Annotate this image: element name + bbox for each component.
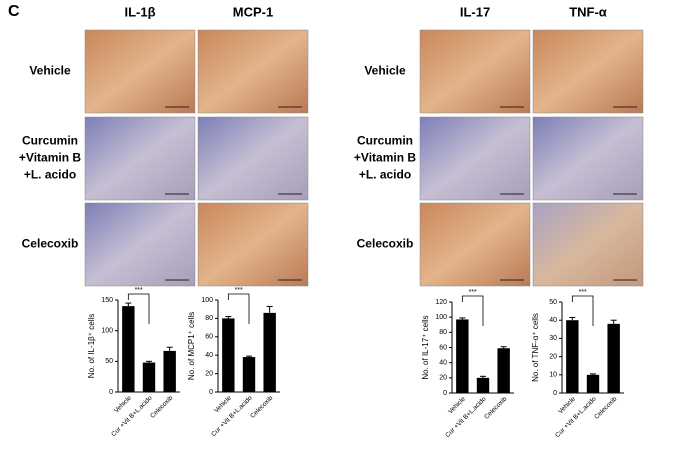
significance-bracket [127, 293, 150, 324]
y-tick-label: 40 [205, 352, 213, 359]
y-tick-label: 100 [435, 314, 447, 321]
histology-image [419, 202, 531, 287]
bar [263, 312, 276, 392]
histology-image [197, 29, 309, 114]
x-tick-label: Vehicle [447, 395, 467, 415]
row-label: Celecoxib [357, 237, 414, 251]
bar [476, 377, 490, 393]
histology-image [84, 116, 196, 201]
histology-image [532, 202, 644, 287]
column-header: IL-17 [460, 4, 490, 19]
y-tick-label: 20 [549, 353, 557, 360]
histology-image [84, 29, 196, 114]
x-tick-label: Cur +Vit B+L.acido [444, 395, 488, 439]
histology-image [419, 116, 531, 201]
y-tick-label: 20 [205, 370, 213, 377]
column-header: TNF-α [569, 4, 607, 19]
row-label: Celecoxib [22, 237, 79, 251]
row-label: Curcumin [22, 134, 78, 148]
y-tick-label: 0 [109, 389, 113, 396]
significance-bracket [571, 295, 594, 326]
column-header: IL-1β [124, 4, 155, 19]
x-tick-label: Cur +Vit B+L.acido [210, 394, 254, 438]
histology-image [197, 116, 309, 201]
bar [566, 320, 579, 393]
x-tick-label: Vehicle [113, 394, 133, 414]
y-tick-label: 0 [209, 389, 213, 396]
y-axis-label: No. of MCP1⁺ cells [187, 312, 196, 380]
y-tick-label: 0 [443, 390, 447, 397]
significance-label: *** [579, 289, 587, 296]
significance-bracket [227, 293, 250, 324]
y-tick-label: 100 [101, 328, 113, 335]
x-tick-label: Celecoxib [593, 395, 618, 420]
y-tick-label: 50 [549, 299, 557, 306]
bar [607, 323, 620, 393]
bar [142, 362, 156, 392]
x-tick-label: Vehicle [213, 394, 233, 414]
y-tick-label: 0 [553, 390, 557, 397]
y-tick-label: 150 [101, 297, 113, 304]
y-tick-label: 60 [439, 344, 447, 351]
significance-label: *** [469, 289, 477, 296]
row-label: +L. acido [24, 168, 76, 182]
y-tick-label: 30 [549, 335, 557, 342]
row-label: Vehicle [29, 64, 71, 78]
y-axis-label: No. of IL-17⁺ cells [421, 315, 430, 379]
x-tick-label: Vehicle [557, 395, 577, 415]
x-tick-label: Cur +Vit B+L.acido [554, 395, 598, 439]
significance-bracket [461, 295, 484, 326]
y-tick-label: 20 [439, 375, 447, 382]
histology-image [84, 202, 196, 287]
column-header: MCP-1 [233, 4, 273, 19]
x-tick-label: Celecoxib [149, 394, 174, 419]
histology-image [419, 29, 531, 114]
y-tick-label: 80 [439, 329, 447, 336]
bar [122, 306, 135, 392]
bar [497, 348, 510, 393]
y-axis-label: No. of TNF-α⁺ cells [531, 313, 540, 382]
significance-label: *** [135, 287, 143, 294]
y-tick-label: 120 [435, 299, 447, 306]
bar [456, 319, 469, 393]
x-tick-label: Celecoxib [249, 394, 274, 419]
row-label: Curcumin [357, 134, 413, 148]
bar [586, 374, 600, 393]
y-tick-label: 40 [439, 360, 447, 367]
row-label: +Vitamin B [354, 151, 416, 165]
y-tick-label: 10 [549, 372, 557, 379]
row-label: +Vitamin B [19, 151, 81, 165]
row-label: +L. acido [359, 168, 411, 182]
y-tick-label: 40 [549, 317, 557, 324]
bar [163, 350, 176, 392]
y-tick-label: 50 [105, 358, 113, 365]
panel-label: C [8, 3, 20, 20]
y-axis-label: No. of IL-1β⁺ cells [87, 314, 96, 378]
y-tick-label: 60 [205, 334, 213, 341]
histology-image [197, 202, 309, 287]
histology-image [532, 29, 644, 114]
y-tick-label: 80 [205, 315, 213, 322]
bar [222, 318, 235, 392]
row-label: Vehicle [364, 64, 406, 78]
x-tick-label: Cur +Vit B+L.acido [110, 394, 154, 438]
x-tick-label: Celecoxib [483, 395, 508, 420]
significance-label: *** [235, 287, 243, 294]
y-tick-label: 100 [201, 297, 213, 304]
histology-image [532, 116, 644, 201]
bar [242, 357, 256, 392]
